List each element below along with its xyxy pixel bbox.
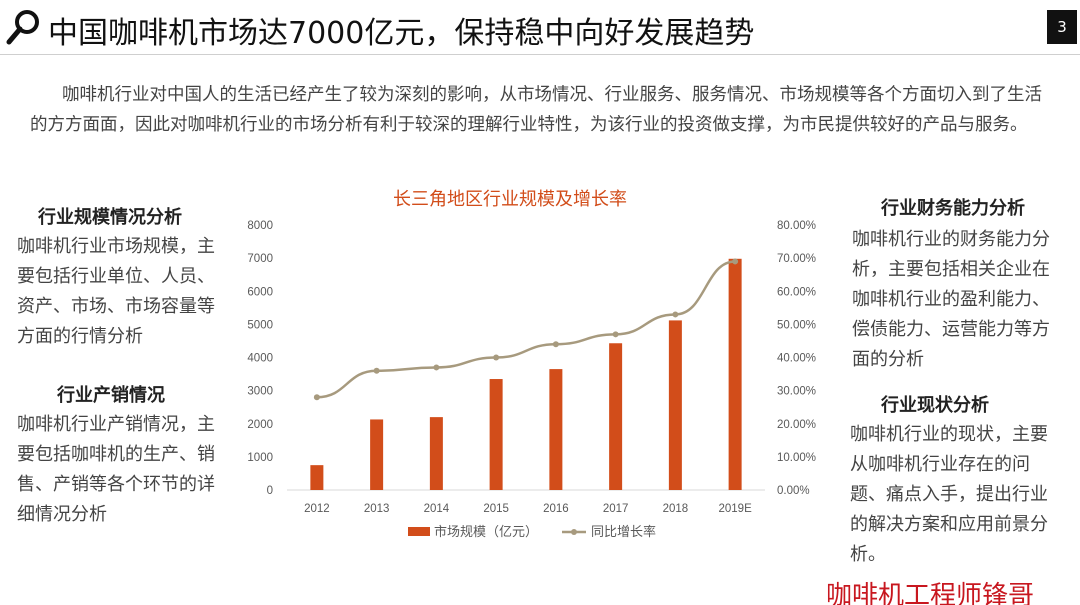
x-tick-label: 2017 [603, 503, 629, 515]
chart-title: 长三角地区行业规模及增长率 [393, 189, 627, 210]
y-left-tick-label: 4000 [247, 353, 273, 365]
y-left-tick-label: 5000 [247, 319, 273, 331]
y-left-tick-label: 2000 [247, 419, 273, 431]
scale-analysis-heading: 行业规模情况分析 [38, 207, 182, 228]
growth-point-2012 [313, 394, 320, 401]
growth-point-2019E [732, 258, 739, 265]
bar-2018 [668, 320, 682, 490]
y-left-tick-label: 1000 [247, 452, 273, 464]
y-right-tick-label: 70.00% [777, 253, 816, 265]
growth-point-2016 [552, 341, 559, 348]
bar-2019E [728, 258, 742, 490]
y-right-tick-label: 80.00% [777, 220, 816, 232]
finance-analysis-text: 咖啡机行业的财务能力分析，主要包括相关企业在咖啡机行业的盈利能力、偿债能力、运营… [852, 229, 1050, 370]
y-left-tick-label: 7000 [247, 253, 273, 265]
intro-paragraph: 咖啡机行业对中国人的生活已经产生了较为深刻的影响，从市场情况、行业服务、服务情况… [30, 85, 1042, 135]
y-right-tick-label: 0.00% [777, 485, 810, 497]
legend-line-label: 同比增长率 [591, 524, 656, 540]
author-signature: 咖啡机工程师锋哥 [826, 581, 1035, 605]
growth-point-2015 [493, 354, 500, 361]
bar-2017 [609, 343, 623, 490]
y-right-tick-label: 60.00% [777, 286, 816, 298]
x-tick-label: 2015 [483, 503, 509, 515]
x-tick-label: 2013 [364, 503, 390, 515]
growth-point-2017 [612, 331, 619, 338]
production-sales-heading: 行业产销情况 [57, 385, 165, 406]
status-analysis-heading: 行业现状分析 [881, 395, 989, 416]
market-size-growth-chart: 0 1000 2000 3000 4000 5000 6000 7000 8000 0.00% 10… [247, 220, 816, 540]
growth-point-2014 [433, 364, 440, 371]
y-right-tick-label: 50.00% [777, 319, 816, 331]
x-tick-label: 2012 [304, 503, 330, 515]
legend-bar-swatch [408, 527, 430, 536]
bar-2014 [429, 417, 443, 490]
finance-analysis-heading: 行业财务能力分析 [881, 198, 1025, 219]
y-right-tick-label: 20.00% [777, 419, 816, 431]
page-number-badge: 3 [1047, 10, 1077, 44]
bar-2013 [370, 419, 384, 490]
page-title: 中国咖啡机市场达7000亿元，保持稳中向好发展趋势 [48, 16, 755, 51]
y-left-tick-label: 6000 [247, 286, 273, 298]
x-tick-label: 2019E [718, 503, 752, 515]
y-left-tick-label: 0 [267, 485, 273, 497]
bar-2016 [549, 369, 563, 490]
scale-analysis-text: 咖啡机行业市场规模，主要包括行业单位、人员、资产、市场、市场容量等方面的行情分析 [17, 236, 215, 347]
x-tick-label: 2014 [424, 503, 450, 515]
x-tick-label: 2018 [663, 503, 689, 515]
status-analysis-text: 咖啡机行业的现状，主要从咖啡机行业存在的问题、痛点入手，提出行业的解决方案和应用… [850, 424, 1048, 565]
title-bar: 中国咖啡机市场达7000亿元，保持稳中向好发展趋势 3 [0, 0, 1080, 54]
search-icon [6, 10, 39, 45]
title-divider [0, 54, 1080, 55]
growth-point-2013 [373, 367, 380, 374]
x-tick-label: 2016 [543, 503, 569, 515]
growth-point-2018 [672, 311, 679, 318]
y-right-tick-label: 30.00% [777, 386, 816, 398]
bar-2012 [310, 465, 324, 490]
y-left-tick-label: 3000 [247, 386, 273, 398]
y-left-tick-label: 8000 [247, 220, 273, 232]
y-right-tick-label: 40.00% [777, 353, 816, 365]
legend-bar-label: 市场规模（亿元） [434, 524, 538, 540]
legend-line-marker [571, 529, 577, 535]
bar-2015 [489, 379, 503, 490]
y-right-tick-label: 10.00% [777, 452, 816, 464]
production-sales-text: 咖啡机行业产销情况，主要包括咖啡机的生产、销售、产销等各个环节的详细情况分析 [17, 414, 215, 525]
